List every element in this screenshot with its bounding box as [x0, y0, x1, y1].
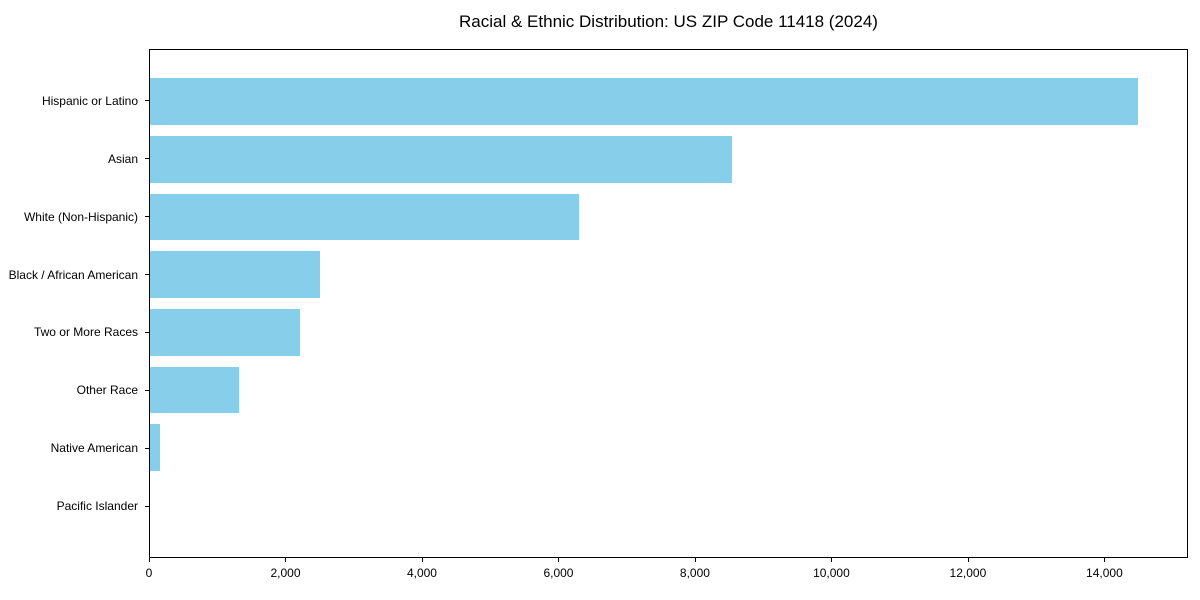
- bar-row-pacific-islander: [150, 476, 1187, 534]
- bar-native-american: [150, 424, 161, 471]
- bar-hispanic-or-latino: [150, 78, 1138, 126]
- y-tick-label-two-or-more-races: Two or More Races: [33, 325, 138, 340]
- y-tick-mark: [145, 447, 149, 449]
- x-tick-mark: [558, 558, 560, 562]
- plot-area: [149, 49, 1188, 558]
- x-tick-label-8000: 8,000: [679, 566, 710, 580]
- bar-row-native-american: [150, 419, 1187, 477]
- y-axis-labels: Hispanic or Latino Asian White (Non-Hispan…: [0, 49, 149, 558]
- x-tick-mark: [967, 558, 969, 562]
- y-tick-mark: [145, 216, 149, 218]
- bar-row-hispanic-or-latino: [150, 73, 1187, 131]
- x-tick-mark: [149, 558, 150, 562]
- y-tick-label-native-american: Native American: [50, 441, 138, 456]
- x-tick-mark: [285, 558, 287, 562]
- x-tick-label-2000: 2,000: [270, 566, 301, 580]
- y-tick-label-black-african-american: Black / African American: [8, 267, 138, 282]
- bar-row-white-non-hispanic: [150, 188, 1187, 246]
- x-tick-mark: [694, 558, 696, 562]
- y-tick-mark: [145, 158, 149, 160]
- y-tick-mark: [145, 331, 149, 333]
- x-tick-mark: [831, 558, 833, 562]
- y-tick-label-white-non-hispanic: White (Non-Hispanic): [23, 209, 138, 224]
- bars-container: [150, 73, 1187, 534]
- x-tick-label-6000: 6,000: [543, 566, 574, 580]
- chart-title: Racial & Ethnic Distribution: US ZIP Cod…: [459, 12, 878, 31]
- bar-other-race: [150, 366, 239, 414]
- bar-white-non-hispanic: [150, 193, 580, 241]
- y-tick-mark: [145, 389, 149, 391]
- bar-row-other-race: [150, 361, 1187, 419]
- x-tick-label-14000: 14,000: [1086, 566, 1123, 580]
- y-tick-mark: [145, 505, 149, 507]
- x-tick-label-12000: 12,000: [949, 566, 987, 580]
- bar-black-african-american: [150, 251, 321, 299]
- x-tick-mark: [421, 558, 423, 562]
- y-tick-mark: [145, 100, 149, 102]
- y-tick-label-pacific-islander: Pacific Islander: [56, 499, 138, 514]
- y-tick-mark: [145, 274, 149, 276]
- x-tick-label-4000: 4,000: [406, 566, 437, 580]
- bar-row-black-african-american: [150, 246, 1187, 304]
- x-tick-mark: [1104, 558, 1106, 562]
- bar-asian: [150, 136, 733, 183]
- x-tick-label-0: 0: [145, 566, 153, 580]
- y-tick-label-asian: Asian: [107, 151, 138, 166]
- x-tick-label-10000: 10,000: [813, 566, 850, 580]
- bar-two-or-more-races: [150, 308, 300, 356]
- y-tick-label-other-race: Other Race: [76, 383, 138, 398]
- y-tick-label-hispanic-or-latino: Hispanic or Latino: [41, 93, 138, 108]
- x-axis: 0 2,000 4,000 6,000 8,000 10,000 12,000 14,000: [145, 558, 1188, 592]
- bar-row-asian: [150, 131, 1187, 189]
- bar-row-two-or-more-races: [150, 304, 1187, 362]
